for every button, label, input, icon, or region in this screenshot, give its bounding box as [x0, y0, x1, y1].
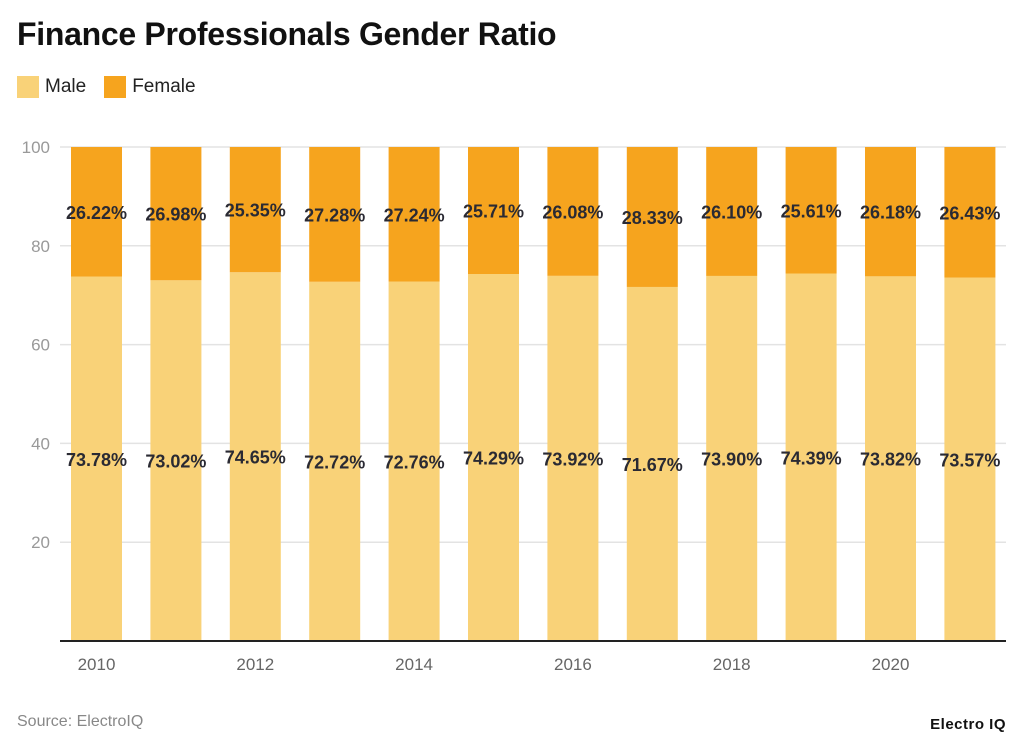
bar-male [865, 276, 916, 641]
y-tick-label: 100 [22, 138, 50, 157]
bar-female [865, 147, 916, 277]
y-tick-label: 40 [31, 434, 50, 453]
data-label: 73.82% [860, 450, 921, 470]
x-tick-label: 2010 [78, 655, 116, 674]
legend-item-female: Female [104, 76, 196, 98]
data-label: 27.28% [304, 205, 365, 225]
x-tick-label: 2018 [713, 655, 751, 674]
bar-male [706, 275, 758, 641]
bar-male [468, 274, 519, 641]
bar-female [388, 147, 440, 282]
x-tick-label: 2012 [236, 655, 274, 674]
legend: Male Female [17, 76, 214, 98]
bar-male [309, 281, 361, 641]
data-label: 74.29% [463, 449, 524, 469]
source-note: Source: ElectroIQ [17, 713, 144, 730]
data-label: 25.71% [463, 202, 524, 222]
data-label: 73.02% [145, 452, 206, 472]
chart-title: Finance Professionals Gender Ratio [17, 16, 557, 52]
data-label: 73.90% [701, 449, 762, 469]
bar-male [388, 281, 440, 641]
bar-male [785, 273, 837, 641]
legend-swatch-male [17, 76, 39, 98]
data-label: 73.78% [66, 450, 127, 470]
data-label: 74.65% [225, 448, 286, 468]
electroiq-logo: Electro IQ [930, 716, 1006, 733]
data-label: 74.39% [781, 448, 842, 468]
data-label: 73.57% [939, 450, 1000, 470]
data-label: 72.76% [384, 452, 445, 472]
data-label: 25.35% [225, 201, 286, 221]
data-label: 26.18% [860, 203, 921, 223]
x-tick-label: 2016 [554, 655, 592, 674]
legend-label-female: Female [132, 76, 196, 97]
bar-female [71, 147, 122, 277]
bar-female [547, 147, 599, 276]
bar-female [785, 147, 837, 274]
data-label: 26.43% [939, 203, 1000, 223]
bar-male [71, 276, 122, 641]
legend-label-male: Male [45, 76, 87, 97]
data-label: 26.98% [145, 205, 206, 225]
bar-male [944, 277, 996, 641]
bar-female [468, 147, 519, 275]
bar-female [309, 147, 361, 282]
y-tick-label: 20 [31, 533, 50, 552]
bar-female [706, 147, 758, 276]
legend-swatch-female [104, 76, 127, 98]
bar-male [229, 272, 281, 641]
legend-item-male: Male [17, 76, 86, 98]
bar-female [626, 147, 678, 287]
bar-male [547, 275, 599, 641]
bar-male [150, 280, 202, 641]
data-label: 28.33% [622, 208, 683, 228]
data-label: 26.10% [701, 202, 762, 222]
bar-female [944, 147, 996, 278]
data-label: 26.22% [66, 203, 127, 223]
bar-male [626, 286, 678, 641]
data-label: 72.72% [304, 452, 365, 472]
data-label: 26.08% [542, 202, 603, 222]
y-tick-label: 60 [31, 336, 50, 355]
data-label: 25.61% [781, 201, 842, 221]
data-label: 27.24% [384, 205, 445, 225]
y-tick-label: 80 [31, 237, 50, 256]
data-label: 73.92% [542, 449, 603, 469]
bar-female [229, 147, 281, 273]
x-tick-label: 2020 [872, 655, 910, 674]
x-tick-label: 2014 [395, 655, 433, 674]
data-label: 71.67% [622, 455, 683, 475]
bar-female [150, 147, 202, 281]
